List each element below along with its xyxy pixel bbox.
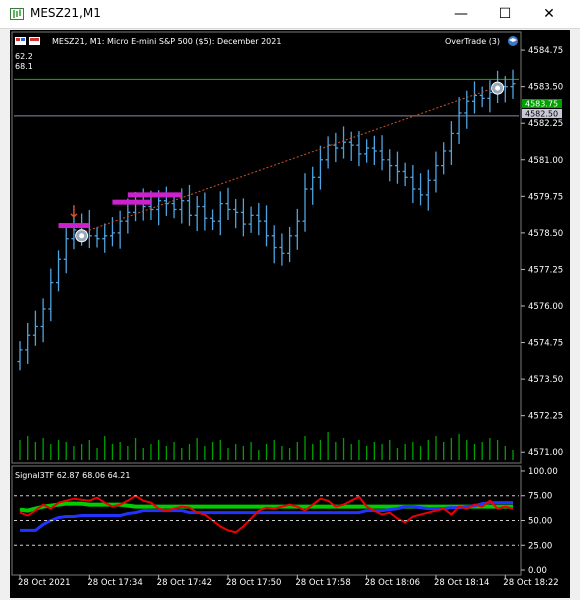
indicator-tick-label: 50.00 bbox=[528, 517, 552, 527]
top-value-1: 62.2 bbox=[15, 52, 33, 61]
time-tick-label: 28 Oct 17:50 bbox=[226, 578, 281, 588]
minimize-button[interactable]: — bbox=[454, 6, 468, 22]
price-tick-label: 4574.75 bbox=[528, 339, 563, 349]
time-tick-label: 28 Oct 18:06 bbox=[365, 578, 420, 588]
window-titlebar: MESZ21,M1 — ☐ ✕ bbox=[0, 0, 580, 29]
chart-canvas[interactable]: 4584.75 4583.50 4582.25 4581.00 4579.75 4578.… bbox=[10, 30, 570, 598]
expert-hat-icon[interactable] bbox=[508, 36, 518, 46]
time-tick-label: 28 Oct 2021 bbox=[18, 578, 71, 588]
indicator-series-line bbox=[19, 494, 514, 534]
trend-line bbox=[81, 86, 498, 234]
time-tick-label: 28 Oct 18:22 bbox=[503, 578, 558, 588]
maximize-button[interactable]: ☐ bbox=[498, 6, 512, 22]
symbol-info: MESZ21, M1: Micro E-mini S&P 500 ($5): D… bbox=[52, 37, 281, 46]
bid-price-badge: 4582.50 bbox=[522, 109, 562, 119]
price-tick-label: 4584.75 bbox=[528, 46, 563, 56]
price-tick-label: 4577.25 bbox=[528, 265, 563, 275]
indicator-label: Signal3TF 62.87 68.06 64.21 bbox=[15, 471, 131, 480]
window-title: MESZ21,M1 bbox=[30, 6, 101, 20]
price-tick-label: 4583.50 bbox=[528, 83, 563, 93]
one-click-trading-icon[interactable] bbox=[15, 37, 40, 45]
trade-marker-icon[interactable] bbox=[75, 229, 89, 243]
price-tick-label: 4579.75 bbox=[528, 192, 563, 202]
close-button[interactable]: ✕ bbox=[543, 6, 555, 22]
svg-text:4582.50: 4582.50 bbox=[525, 110, 558, 119]
trade-marker-icon[interactable] bbox=[491, 81, 505, 95]
price-panel[interactable] bbox=[11, 31, 522, 464]
price-tick-label: 4582.25 bbox=[528, 119, 563, 129]
expert-name: OverTrade (3) bbox=[445, 37, 500, 46]
indicator-axis: 100.00 75.00 50.00 25.00 0.00 bbox=[14, 467, 558, 576]
time-axis: 28 Oct 2021 28 Oct 17:34 28 Oct 17:42 28 Oc… bbox=[18, 575, 559, 588]
indicator-tick-label: 75.00 bbox=[528, 492, 552, 502]
indicator-series bbox=[19, 494, 514, 534]
chart-area[interactable]: 4584.75 4583.50 4582.25 4581.00 4579.75 4578.… bbox=[10, 30, 570, 598]
down-arrow-icon bbox=[70, 205, 78, 218]
ask-price-badge: 4583.75 bbox=[522, 99, 562, 109]
time-tick-label: 28 Oct 18:14 bbox=[434, 578, 489, 588]
top-value-2: 68.1 bbox=[15, 62, 33, 71]
time-tick-label: 28 Oct 17:58 bbox=[295, 578, 350, 588]
svg-text:4583.75: 4583.75 bbox=[525, 100, 558, 109]
signal-zone bbox=[58, 223, 90, 229]
price-tick-label: 4571.00 bbox=[528, 448, 563, 458]
chart-app-icon bbox=[10, 8, 24, 20]
price-tick-label: 4578.50 bbox=[528, 229, 563, 239]
signal-zone bbox=[112, 199, 151, 205]
price-tick-label: 4576.00 bbox=[528, 302, 563, 312]
price-tick-label: 4573.50 bbox=[528, 375, 563, 385]
indicator-tick-label: 100.00 bbox=[528, 467, 558, 477]
price-tick-label: 4581.00 bbox=[528, 156, 563, 166]
indicator-tick-label: 25.00 bbox=[528, 541, 552, 551]
price-tick-label: 4572.25 bbox=[528, 412, 563, 422]
signal-zone bbox=[127, 192, 182, 198]
price-axis: 4584.75 4583.50 4582.25 4581.00 4579.75 4578.… bbox=[521, 46, 563, 458]
time-tick-label: 28 Oct 17:42 bbox=[157, 578, 212, 588]
volume-series bbox=[19, 432, 514, 460]
price-series bbox=[14, 69, 519, 371]
time-tick-label: 28 Oct 17:34 bbox=[87, 578, 142, 588]
indicator-tick-label: 0.00 bbox=[528, 566, 547, 576]
indicator-series-line bbox=[20, 501, 513, 532]
